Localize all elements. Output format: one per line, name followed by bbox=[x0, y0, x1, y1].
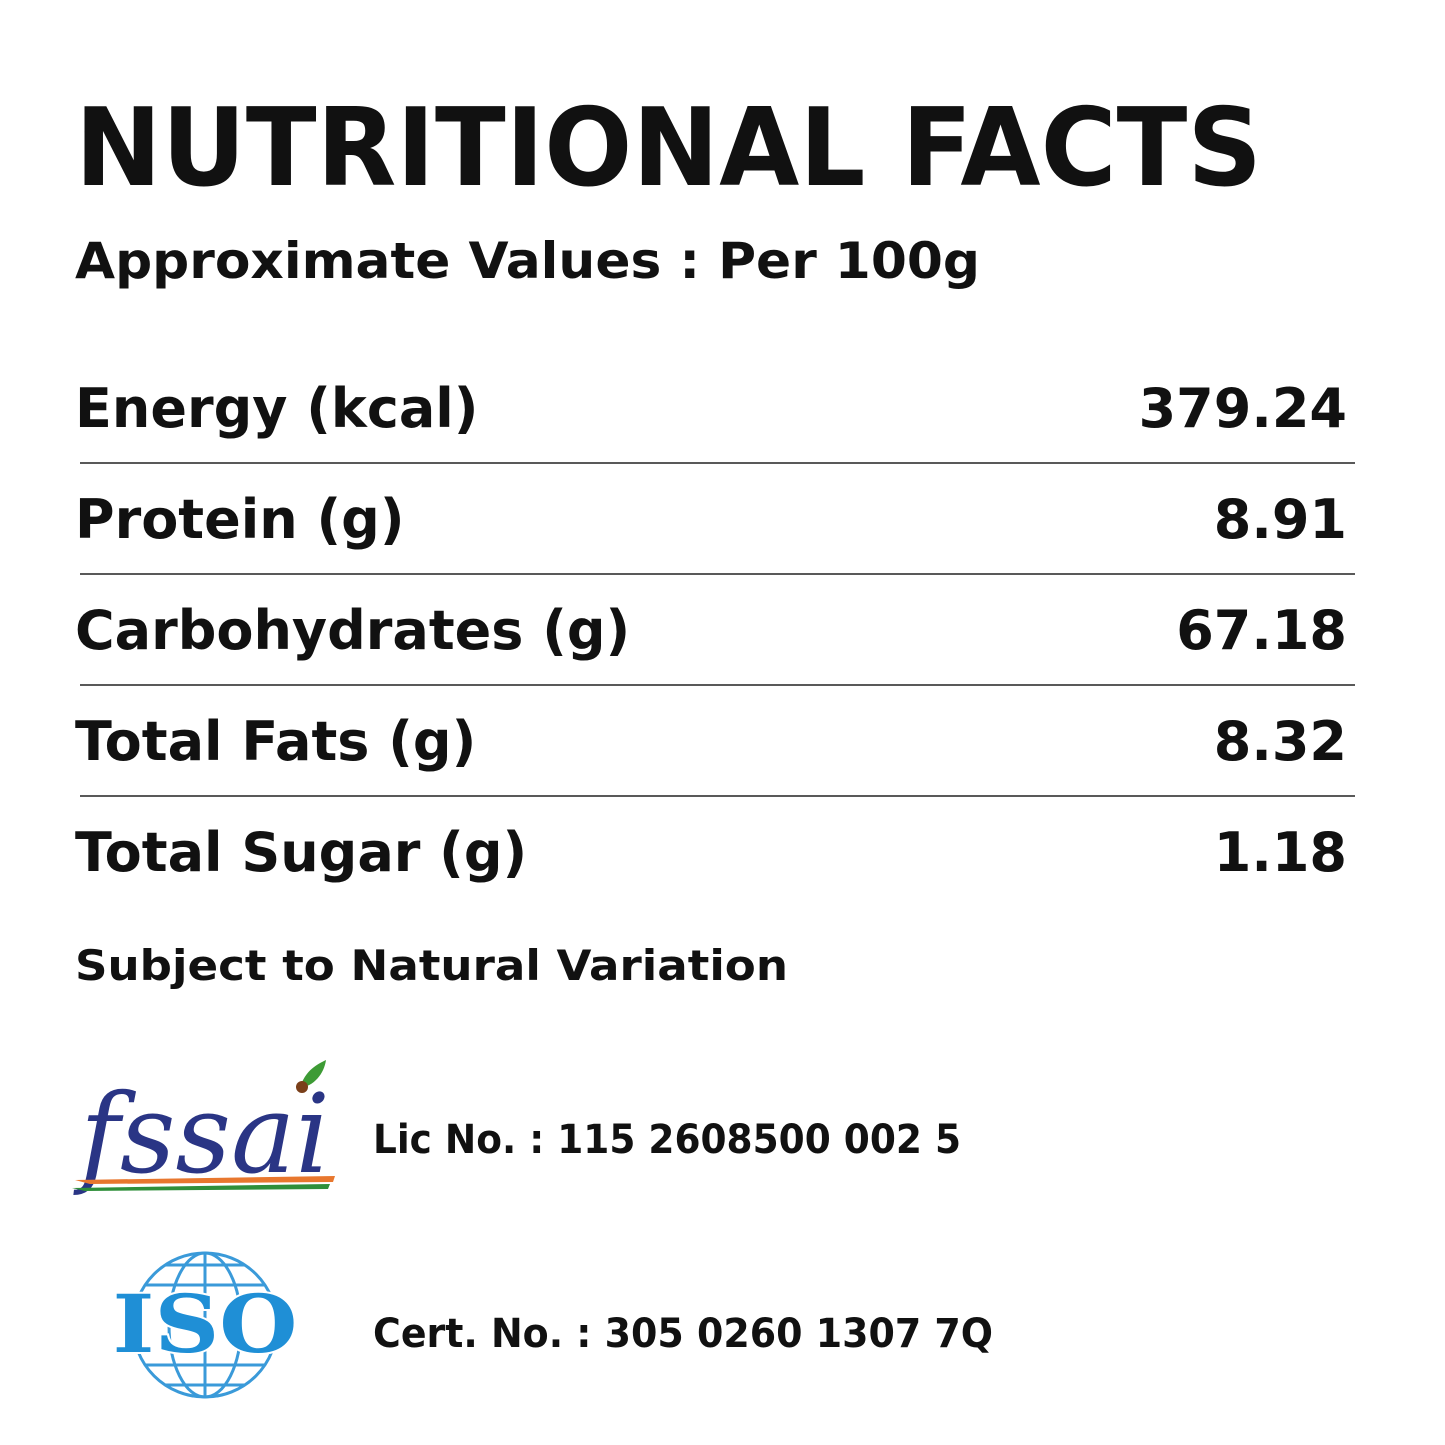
leaf bbox=[300, 1060, 326, 1088]
nutrient-value: 8.32 bbox=[1214, 710, 1347, 773]
nutrient-label: Protein (g) bbox=[75, 488, 405, 551]
cert-number: Cert. No. : 305 0260 1307 7Q bbox=[373, 1311, 993, 1357]
nutrient-value: 67.18 bbox=[1176, 599, 1347, 662]
nutrient-value: 8.91 bbox=[1214, 488, 1347, 551]
fssai-wordmark: fssai bbox=[73, 1070, 330, 1198]
seed bbox=[296, 1081, 308, 1093]
nutrient-label: Total Sugar (g) bbox=[75, 821, 527, 884]
nutrient-label: Energy (kcal) bbox=[75, 377, 478, 440]
iso-logo: ISO bbox=[111, 1251, 300, 1399]
nutrient-value: 1.18 bbox=[1214, 821, 1347, 884]
nutrient-value: 379.24 bbox=[1139, 377, 1347, 440]
iso-wordmark: ISO bbox=[113, 1277, 298, 1371]
subtitle: Approximate Values : Per 100g bbox=[75, 232, 980, 290]
fssai-logo: fssai bbox=[72, 1060, 335, 1198]
orange-stripe bbox=[75, 1176, 335, 1184]
nutrient-table: Energy (kcal) 379.24 Protein (g) 8.91 Carboh… bbox=[75, 377, 1355, 884]
nutrient-label: Carbohydrates (g) bbox=[75, 599, 630, 662]
green-stripe bbox=[72, 1184, 330, 1191]
title: NUTRITIONAL FACTS bbox=[75, 86, 1262, 211]
license-number: Lic No. : 115 2608500 002 5 bbox=[373, 1117, 961, 1163]
nutrient-label: Total Fats (g) bbox=[75, 710, 476, 773]
note: Subject to Natural Variation bbox=[75, 941, 788, 990]
